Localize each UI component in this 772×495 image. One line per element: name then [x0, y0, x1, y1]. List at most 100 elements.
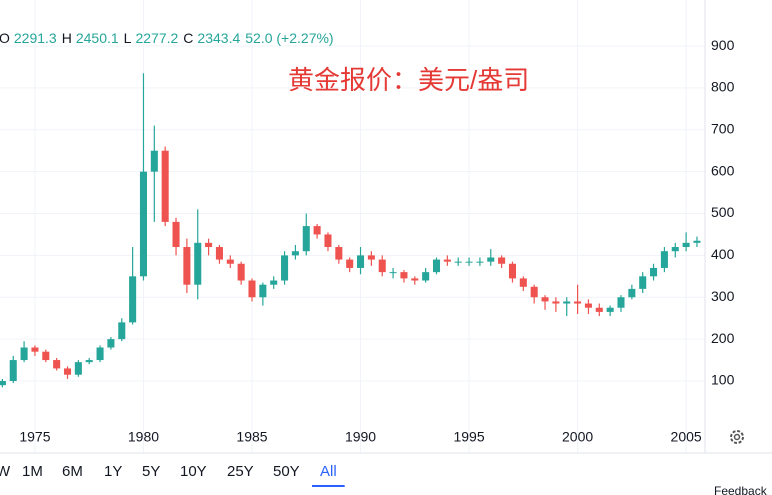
candle-body — [574, 301, 582, 304]
candle-body — [63, 368, 72, 375]
candle-body — [324, 234, 332, 248]
candle-body — [422, 272, 430, 281]
ohlc-text: O 2291.3 H 2450.1 L 2277.2 C 2343.4 52.0 (+2.27%… — [0, 30, 334, 46]
range-button[interactable]: All — [320, 463, 337, 480]
candle-body — [237, 263, 245, 281]
range-button[interactable]: 25Y — [227, 463, 254, 480]
range-button[interactable]: 1Y — [104, 463, 122, 480]
legend-value: 2291.3 — [14, 30, 57, 46]
feedback[interactable]: Feedback — [714, 484, 768, 495]
candle-body — [378, 259, 386, 273]
candle-body — [639, 276, 647, 289]
candle-body — [443, 259, 451, 262]
legend-label: L — [124, 30, 132, 46]
candle-body — [291, 251, 299, 256]
candle-body — [671, 247, 679, 252]
x-tick-label: 1995 — [453, 429, 484, 445]
candle-body — [519, 278, 527, 287]
candle-body — [411, 278, 419, 281]
candle-body — [150, 150, 158, 172]
y-tick-label: 700 — [711, 120, 735, 136]
candle-body — [454, 261, 462, 263]
candle-body — [400, 272, 408, 279]
y-tick-label: 600 — [711, 162, 735, 178]
candle-body — [682, 242, 690, 248]
candle-body — [606, 307, 614, 312]
candle-body — [129, 276, 137, 323]
y-tick-label: 100 — [711, 372, 735, 388]
x-tick-label: 1985 — [236, 429, 267, 445]
candle-body — [346, 259, 354, 268]
candle-body — [226, 259, 234, 264]
range-button[interactable]: 1M — [22, 463, 43, 480]
ohlc-legend: O 2291.3 H 2450.1 L 2277.2 C 2343.4 52.0 (+2.27%… — [0, 30, 334, 46]
candle-body — [432, 259, 441, 273]
range-button[interactable]: 50Y — [273, 463, 300, 480]
candle-body — [259, 284, 267, 298]
candle-body — [270, 280, 278, 285]
candle-body — [335, 247, 343, 260]
gear-hub — [733, 433, 741, 441]
x-tick-label: 1980 — [128, 429, 159, 445]
candle-body — [183, 247, 191, 285]
candle-body — [357, 255, 365, 268]
y-tick-label: 500 — [711, 204, 735, 220]
y-tick-label: 400 — [711, 246, 735, 262]
range-button[interactable]: W — [0, 463, 11, 480]
x-tick-label: 2000 — [562, 429, 593, 445]
candle-body — [389, 272, 397, 274]
range-button[interactable]: 5Y — [142, 463, 160, 480]
candle-body — [139, 171, 148, 277]
candle-body — [552, 301, 560, 304]
candle-body — [465, 261, 473, 263]
candle-body — [541, 297, 549, 302]
candle-body — [650, 267, 658, 277]
candle-body — [20, 347, 28, 361]
y-tick-label: 300 — [711, 288, 735, 304]
candle-body — [693, 240, 701, 243]
candle-body — [313, 226, 321, 235]
range-button[interactable]: 6M — [62, 463, 83, 480]
candle-body — [0, 380, 6, 386]
candle-body — [584, 303, 592, 308]
candle-body — [476, 261, 484, 263]
candle-body — [118, 322, 126, 340]
candle-body — [53, 360, 61, 369]
range-button[interactable]: 10Y — [180, 463, 207, 480]
y-tick-label: 800 — [711, 79, 735, 95]
candle-body — [9, 360, 17, 381]
range-toolbar: W 1M 6M 1Y 5Y 10Y 25Y 50Y All — [0, 463, 345, 487]
candle-body — [487, 257, 495, 262]
gear — [730, 430, 744, 444]
legend-change: 52.0 (+2.27%) — [245, 30, 333, 46]
candles — [0, 73, 701, 388]
candle-body — [660, 251, 668, 268]
legend-label: C — [183, 30, 193, 46]
legend-value: 2343.4 — [197, 30, 240, 46]
candle-body — [161, 150, 169, 222]
y-tick-label: 900 — [711, 37, 735, 53]
legend-value: 2450.1 — [76, 30, 119, 46]
candle-body — [628, 288, 636, 298]
settings-icon[interactable] — [730, 430, 744, 444]
candle-body — [85, 360, 93, 363]
candle-body — [617, 297, 625, 308]
candle-body — [74, 362, 82, 375]
candle-body — [107, 339, 115, 348]
candle-body — [42, 351, 50, 361]
candle-body — [508, 263, 516, 279]
legend-label: O — [0, 30, 10, 46]
candle-body — [215, 247, 223, 260]
candle-body — [563, 301, 571, 304]
candle-body — [530, 286, 538, 298]
candle-body — [205, 242, 213, 248]
candle-body — [595, 307, 603, 312]
candle-body — [498, 257, 506, 264]
y-tick-label: 200 — [711, 330, 735, 346]
legend-value: 2277.2 — [135, 30, 178, 46]
x-tick-label: 2005 — [671, 429, 702, 445]
candle-body — [367, 255, 375, 260]
candle-body — [194, 242, 202, 285]
